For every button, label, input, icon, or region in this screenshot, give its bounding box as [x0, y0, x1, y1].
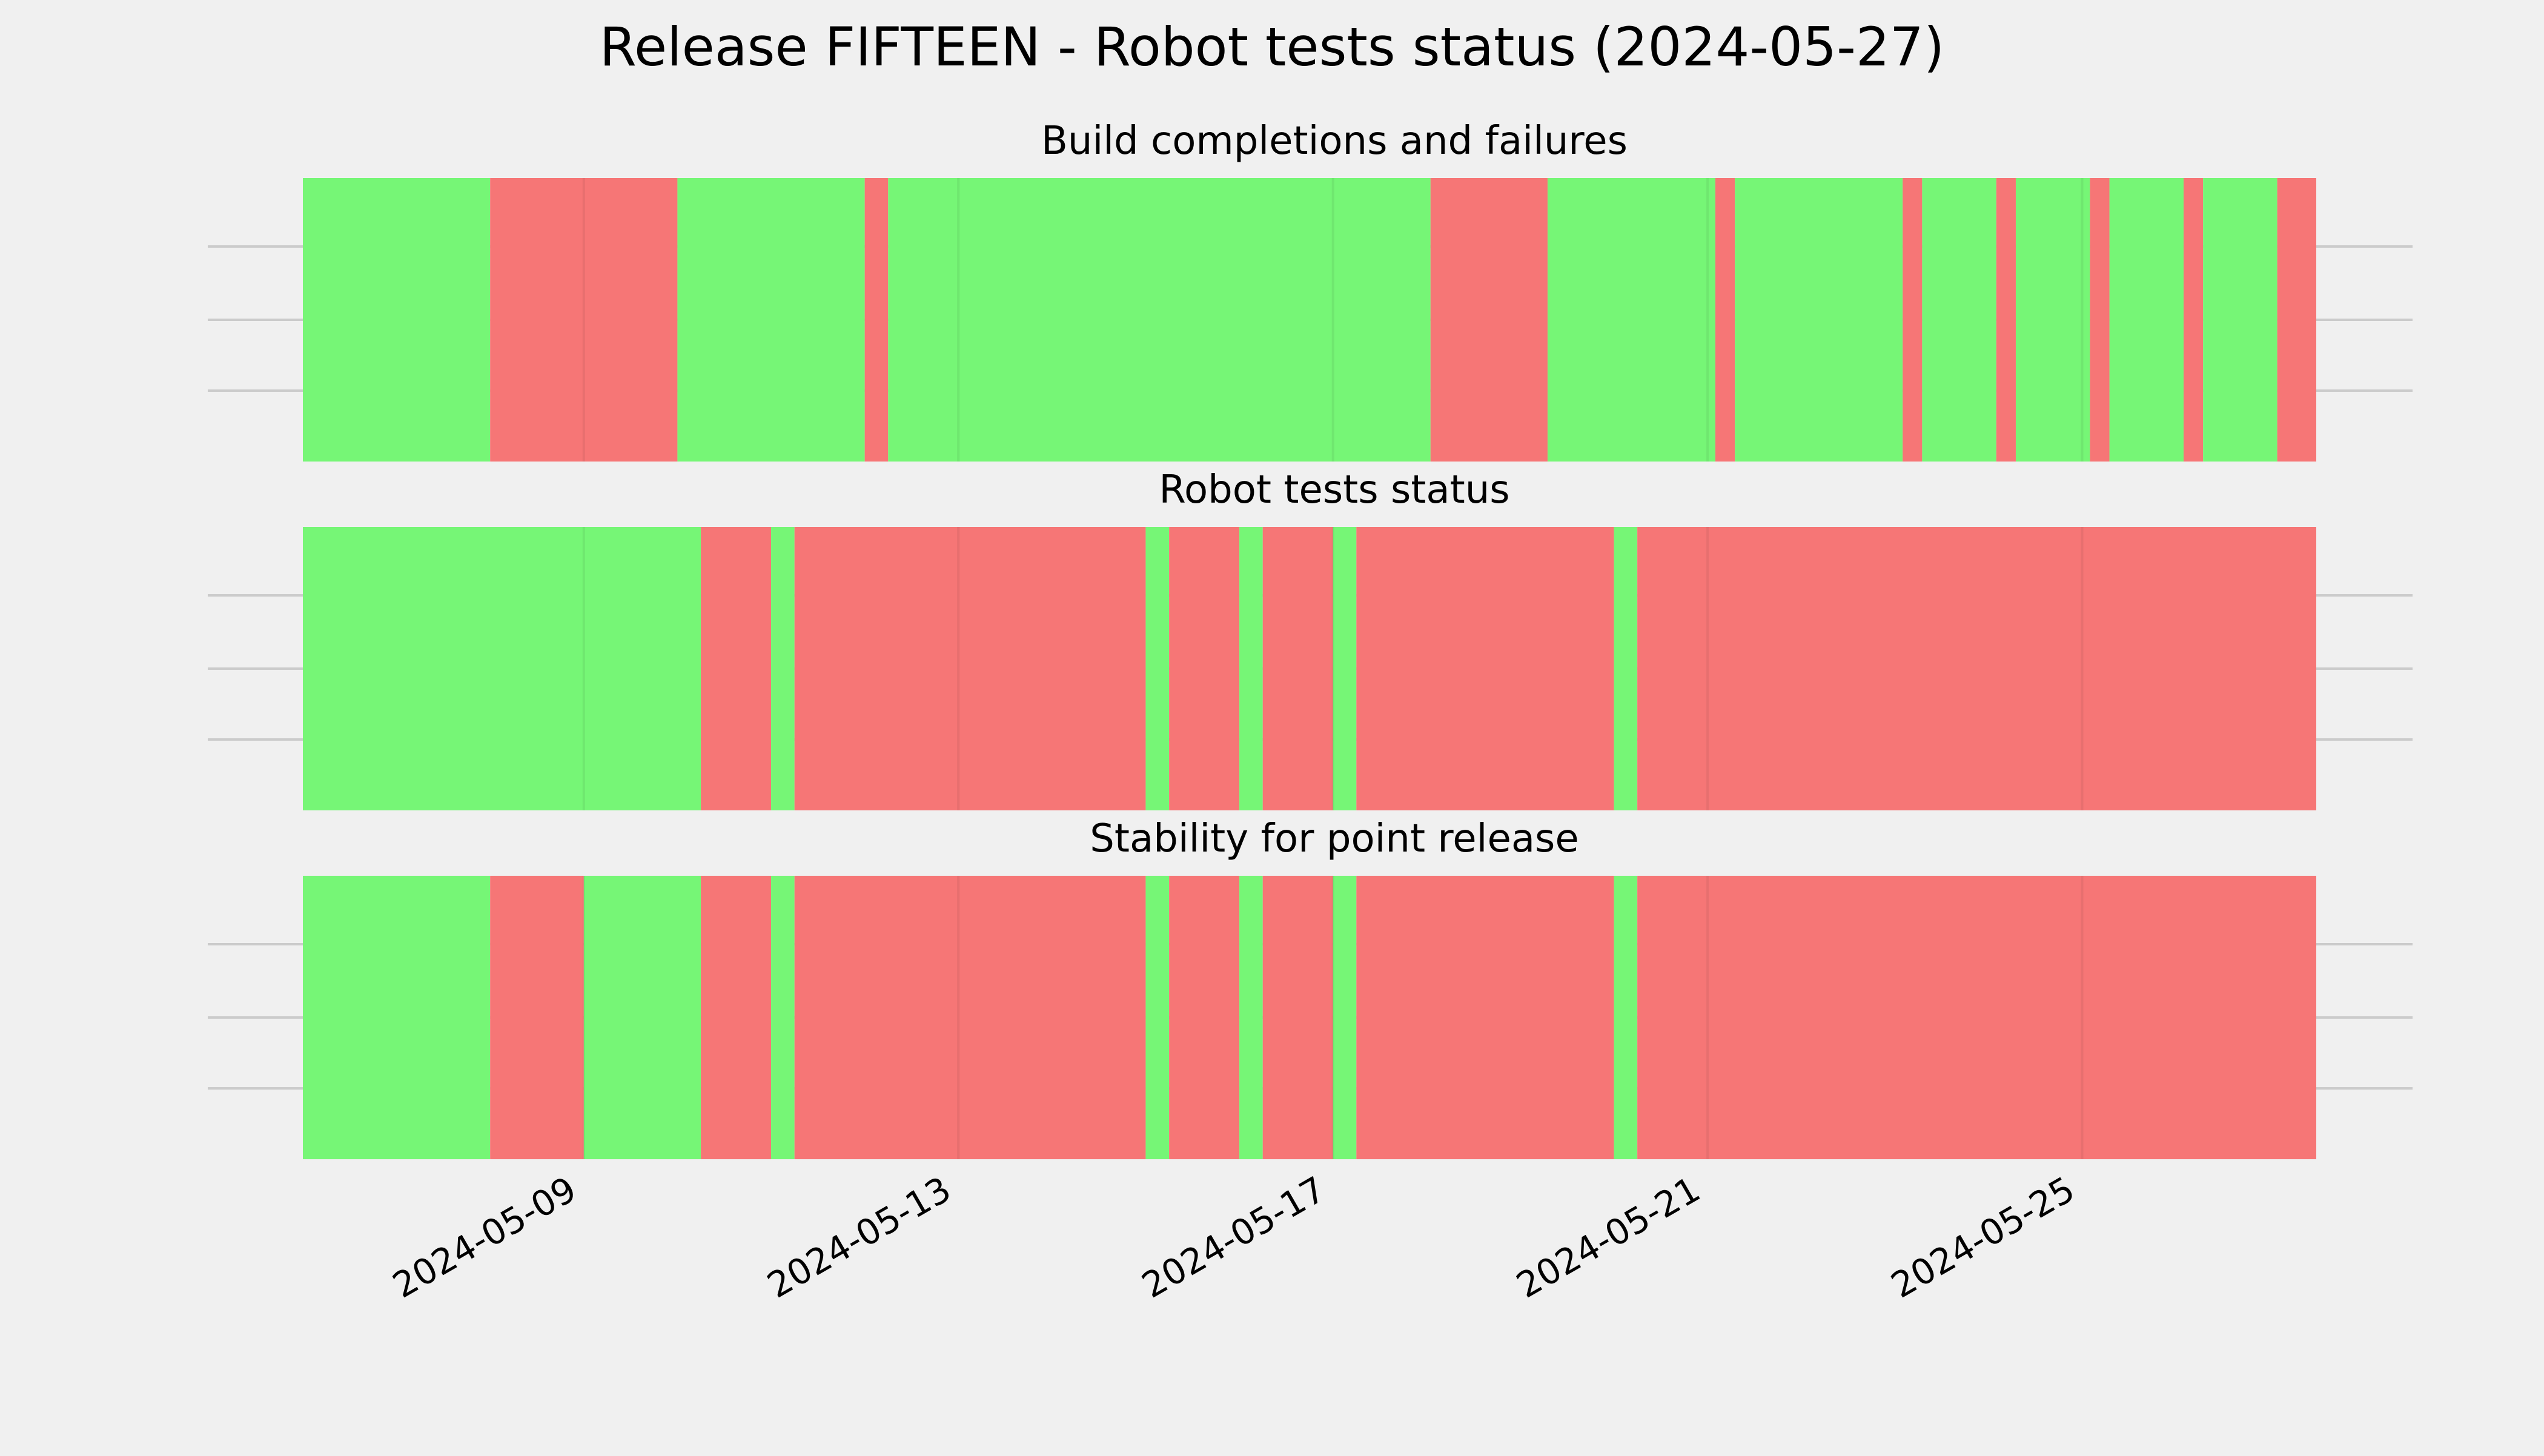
- fail-segment: [794, 527, 1146, 810]
- fail-segment: [701, 527, 772, 810]
- pass-segment: [677, 178, 865, 462]
- pass-segment: [303, 527, 701, 810]
- fail-segment: [1637, 876, 2316, 1159]
- pass-segment: [583, 876, 701, 1159]
- fail-segment: [1903, 178, 1923, 462]
- pass-segment: [1145, 527, 1170, 810]
- pass-segment: [1614, 876, 1638, 1159]
- panel-title: Stability for point release: [1090, 816, 1579, 861]
- fail-segment: [701, 876, 772, 1159]
- panels-layer: Build completions and failures Robot test…: [208, 119, 2413, 1159]
- chart-title: Release FIFTEEN - Robot tests status (20…: [600, 16, 1944, 78]
- fail-segment: [864, 178, 889, 462]
- fail-segment: [2277, 178, 2316, 462]
- pass-segment: [1239, 527, 1263, 810]
- fail-segment: [1996, 178, 2016, 462]
- pass-segment: [1547, 178, 1715, 462]
- pass-segment: [1333, 527, 1357, 810]
- pass-segment: [1735, 178, 1903, 462]
- pass-segment: [1239, 876, 1263, 1159]
- panel-3: Stability for point release: [208, 816, 2413, 1159]
- fail-segment: [490, 876, 584, 1159]
- pass-segment: [1614, 527, 1638, 810]
- pass-segment: [2203, 178, 2277, 462]
- pass-segment: [2109, 178, 2184, 462]
- fail-segment: [1262, 876, 1333, 1159]
- fail-segment: [1356, 876, 1614, 1159]
- fail-segment: [490, 178, 678, 462]
- panel-1: Build completions and failures: [208, 119, 2413, 462]
- panel-title: Build completions and failures: [1041, 119, 1628, 164]
- panel-2: Robot tests status: [208, 468, 2413, 810]
- fail-segment: [1356, 527, 1614, 810]
- pass-segment: [771, 876, 795, 1159]
- fail-segment: [1169, 527, 1240, 810]
- fail-segment: [2183, 178, 2204, 462]
- pass-segment: [303, 178, 491, 462]
- pass-segment: [1922, 178, 1996, 462]
- fail-segment: [1169, 876, 1240, 1159]
- fail-segment: [1262, 527, 1333, 810]
- fail-segment: [1637, 527, 2316, 810]
- fail-segment: [1715, 178, 1735, 462]
- pass-segment: [888, 178, 1431, 462]
- pass-segment: [771, 527, 795, 810]
- fail-segment: [2090, 178, 2110, 462]
- panel-title: Robot tests status: [1159, 468, 1509, 512]
- pass-segment: [2015, 178, 2090, 462]
- pass-segment: [303, 876, 491, 1159]
- pass-segment: [1333, 876, 1357, 1159]
- fail-segment: [794, 876, 1146, 1159]
- pass-segment: [1145, 876, 1170, 1159]
- fail-segment: [1430, 178, 1548, 462]
